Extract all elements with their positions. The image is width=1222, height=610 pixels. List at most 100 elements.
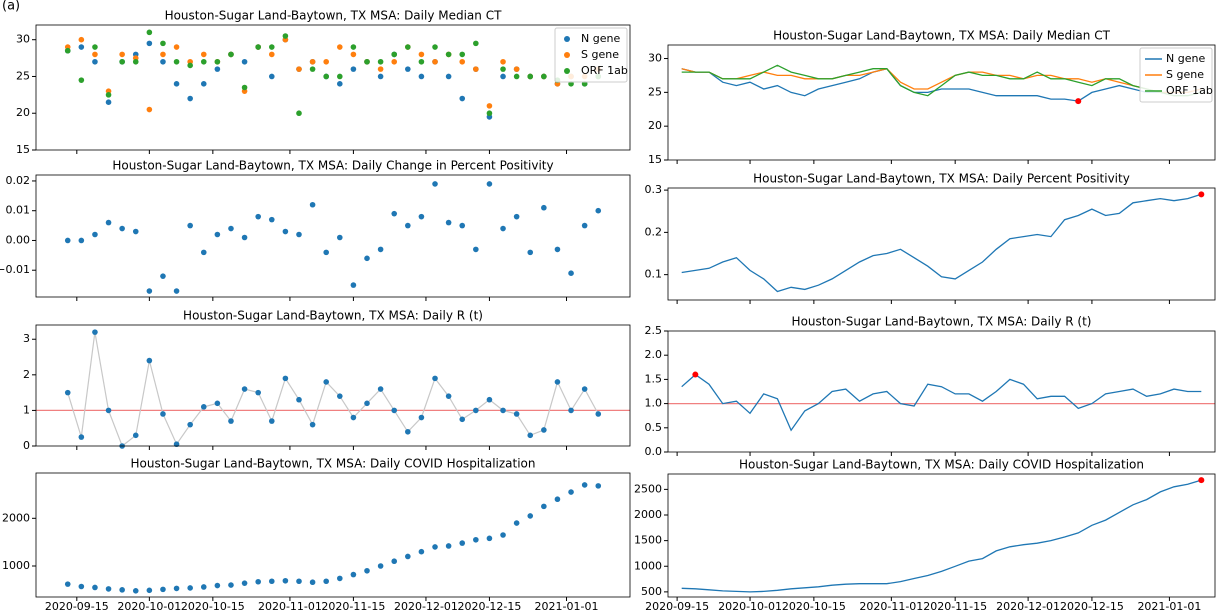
- point: [173, 81, 180, 87]
- point: [323, 578, 329, 585]
- point: [78, 36, 85, 43]
- point: [513, 213, 520, 220]
- point: [377, 58, 384, 65]
- point: [200, 404, 207, 410]
- point: [432, 544, 438, 550]
- point: [241, 234, 248, 241]
- point: [309, 58, 316, 65]
- point: [527, 513, 534, 519]
- point: [432, 58, 438, 65]
- point: [64, 581, 71, 587]
- legend-label: N gene: [581, 32, 620, 45]
- point: [459, 95, 466, 102]
- point: [268, 44, 275, 50]
- point: [92, 44, 98, 50]
- point: [228, 225, 234, 232]
- point: [160, 273, 166, 279]
- y-tick-label: 0.2: [645, 225, 663, 238]
- point: [541, 427, 547, 433]
- legend-box: [554, 27, 628, 83]
- point: [405, 428, 411, 435]
- point: [459, 58, 466, 65]
- point: [445, 393, 452, 399]
- point: [500, 225, 506, 232]
- point: [160, 411, 166, 417]
- x-tick-label: 2020-11-01: [258, 600, 322, 610]
- point: [78, 77, 85, 83]
- legend-label: S gene: [1166, 68, 1204, 81]
- chart-title: Houston-Sugar Land-Baytown, TX MSA: Dail…: [183, 309, 483, 323]
- point: [255, 578, 261, 585]
- point: [105, 586, 112, 592]
- y-tick-label: 1.0: [645, 397, 663, 410]
- legend-label: ORF 1ab: [581, 64, 628, 77]
- y-tick-label: 15: [16, 143, 30, 156]
- series-line: [681, 64, 1202, 97]
- point: [418, 58, 425, 65]
- point: [350, 414, 357, 421]
- point: [350, 51, 357, 58]
- y-tick-label: 1000: [634, 559, 662, 572]
- point: [187, 585, 193, 591]
- point: [296, 231, 302, 238]
- point: [173, 58, 180, 65]
- point: [255, 44, 261, 50]
- legend-swatch: [564, 52, 570, 58]
- point: [595, 411, 602, 417]
- point: [268, 578, 275, 585]
- point: [432, 181, 438, 187]
- highlight-marker: [1198, 477, 1205, 484]
- point: [350, 571, 357, 578]
- point: [214, 66, 221, 72]
- point: [296, 110, 302, 117]
- y-tick-label: 30: [16, 33, 30, 46]
- plot-frame: [667, 187, 1216, 301]
- point: [160, 51, 166, 58]
- point: [473, 40, 479, 47]
- point: [350, 44, 357, 50]
- point: [445, 219, 452, 226]
- point: [92, 231, 98, 238]
- y-tick-label: 0: [23, 439, 30, 452]
- point: [105, 99, 112, 106]
- point: [78, 434, 85, 440]
- point: [241, 58, 248, 65]
- point: [432, 44, 438, 50]
- point: [595, 483, 602, 489]
- point: [214, 582, 221, 589]
- point: [391, 51, 398, 58]
- series-line: [681, 67, 1202, 102]
- point: [473, 66, 479, 72]
- point: [282, 577, 289, 584]
- point: [473, 407, 479, 414]
- point: [337, 234, 343, 241]
- point: [214, 231, 221, 238]
- point: [78, 237, 85, 244]
- plot-frame: [667, 330, 1216, 453]
- chart-title: Houston-Sugar Land-Baytown, TX MSA: Dail…: [773, 29, 1111, 43]
- y-tick-label: 2: [23, 368, 30, 381]
- series-line: [681, 373, 1202, 432]
- point: [337, 81, 343, 87]
- point: [418, 414, 425, 421]
- x-tick-label: 2020-12-01: [996, 600, 1060, 610]
- point: [418, 51, 425, 58]
- legend-swatch: [564, 68, 570, 74]
- point: [377, 563, 384, 569]
- point: [364, 400, 370, 407]
- point: [377, 66, 384, 72]
- point: [255, 213, 261, 220]
- point: [473, 536, 479, 543]
- legend-box: [1139, 47, 1213, 103]
- point: [337, 575, 343, 582]
- point: [337, 393, 343, 399]
- point: [64, 237, 71, 244]
- chart-title: Houston-Sugar Land-Baytown, TX MSA: Dail…: [739, 458, 1144, 472]
- point: [350, 66, 357, 72]
- panel-label: (a): [2, 0, 20, 14]
- point: [337, 44, 343, 50]
- point: [445, 51, 452, 58]
- point: [296, 66, 302, 72]
- point: [337, 73, 343, 80]
- plot-frame: [35, 472, 631, 598]
